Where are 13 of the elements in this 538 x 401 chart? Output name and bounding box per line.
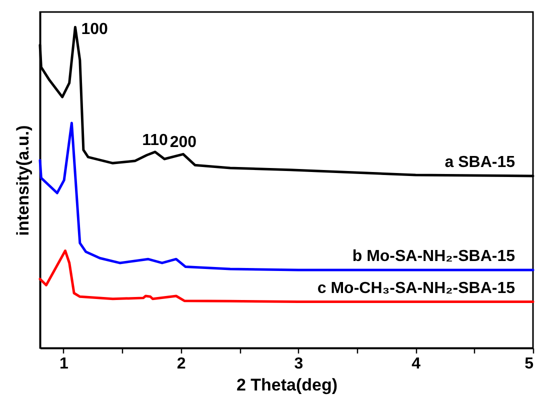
x-tick-label: 1 (60, 356, 69, 372)
x-tick-label: 4 (412, 356, 421, 372)
annotation: 200 (170, 134, 197, 152)
annotation: 100 (81, 21, 108, 38)
series-label: b Mo-SA-NH₂-SBA-15 (352, 248, 516, 266)
x-axis-title: 2 Theta(deg) (236, 376, 338, 394)
y-axis-title: intensity(a.u.) (14, 125, 32, 236)
x-tick-label: 5 (524, 356, 534, 372)
annotation: 110 (142, 132, 168, 149)
series-label: a SBA-15 (444, 154, 516, 171)
x-tick-label: 3 (294, 356, 304, 372)
series-label: c Mo-CH₃-SA-NH₂-SBA-15 (317, 280, 516, 297)
x-tick-label: 2 (176, 356, 186, 372)
